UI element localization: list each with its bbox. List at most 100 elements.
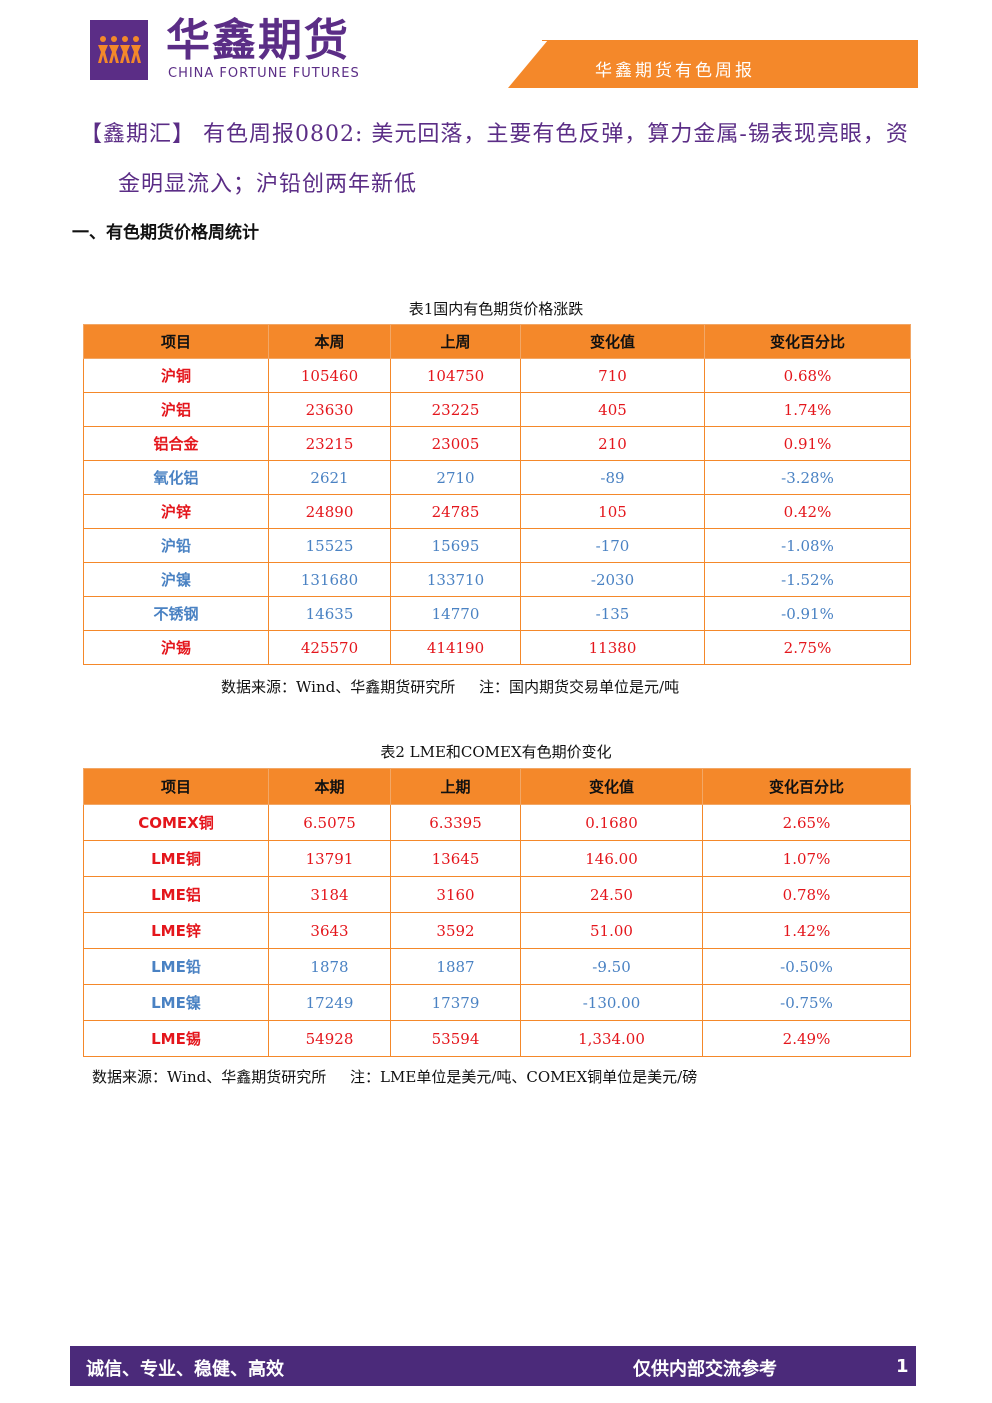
previous-value-cell: 414190 bbox=[390, 630, 521, 665]
current-value-cell: 1878 bbox=[268, 948, 391, 985]
current-value-cell: 15525 bbox=[268, 528, 391, 563]
change-percent-cell: 0.42% bbox=[704, 494, 911, 529]
previous-value-cell: 53594 bbox=[390, 1020, 521, 1057]
previous-value-cell: 104750 bbox=[390, 358, 521, 393]
table-row: 沪铜 105460 104750 710 0.68% bbox=[83, 358, 911, 393]
item-name-cell: COMEX铜 bbox=[83, 804, 269, 841]
table-header-row: 项目 本周 上周 变化值 变化百分比 bbox=[83, 324, 911, 359]
footer-disclaimer: 仅供内部交流参考 bbox=[633, 1359, 777, 1380]
current-value-cell: 131680 bbox=[268, 562, 391, 597]
change-percent-cell: -1.52% bbox=[704, 562, 911, 597]
change-value-cell: 51.00 bbox=[520, 912, 703, 949]
table-row: LME锌 3643 3592 51.00 1.42% bbox=[83, 912, 911, 949]
previous-value-cell: 24785 bbox=[390, 494, 521, 529]
previous-value-cell: 13645 bbox=[390, 840, 521, 877]
change-percent-cell: 1.74% bbox=[704, 392, 911, 427]
change-value-cell: 146.00 bbox=[520, 840, 703, 877]
section-title: 一、有色期货价格周统计 bbox=[72, 223, 259, 243]
brand-name-en: CHINA FORTUNE FUTURES bbox=[168, 66, 360, 81]
change-value-cell: -135 bbox=[520, 596, 705, 631]
table-row: 沪铝 23630 23225 405 1.74% bbox=[83, 392, 911, 427]
table1-source-note: 数据来源：Wind、华鑫期货研究所 注：国内期货交易单位是元/吨 bbox=[221, 678, 680, 696]
table-row: LME锡 54928 53594 1,334.00 2.49% bbox=[83, 1020, 911, 1057]
change-percent-cell: 1.42% bbox=[702, 912, 911, 949]
column-header: 变化值 bbox=[520, 768, 703, 805]
current-value-cell: 2621 bbox=[268, 460, 391, 495]
change-value-cell: 24.50 bbox=[520, 876, 703, 913]
change-value-cell: 11380 bbox=[520, 630, 705, 665]
previous-value-cell: 14770 bbox=[390, 596, 521, 631]
item-name-cell: 沪铜 bbox=[83, 358, 269, 393]
current-value-cell: 24890 bbox=[268, 494, 391, 529]
previous-value-cell: 17379 bbox=[390, 984, 521, 1021]
brand-logo bbox=[90, 20, 148, 80]
footer-slogan: 诚信、专业、稳健、高效 bbox=[86, 1359, 284, 1380]
previous-value-cell: 3160 bbox=[390, 876, 521, 913]
change-value-cell: 1,334.00 bbox=[520, 1020, 703, 1057]
previous-value-cell: 133710 bbox=[390, 562, 521, 597]
change-percent-cell: 2.65% bbox=[702, 804, 911, 841]
change-value-cell: -170 bbox=[520, 528, 705, 563]
current-value-cell: 23215 bbox=[268, 426, 391, 461]
table-row: 沪铅 15525 15695 -170 -1.08% bbox=[83, 528, 911, 563]
item-name-cell: 沪铅 bbox=[83, 528, 269, 563]
table-row: COMEX铜 6.5075 6.3395 0.1680 2.65% bbox=[83, 804, 911, 841]
column-header: 变化值 bbox=[520, 324, 705, 359]
page-number: 1 bbox=[896, 1356, 909, 1377]
table-header-row: 项目 本期 上期 变化值 变化百分比 bbox=[83, 768, 911, 805]
change-value-cell: 710 bbox=[520, 358, 705, 393]
table1-caption: 表1国内有色期货价格涨跌 bbox=[408, 300, 584, 318]
column-header: 上期 bbox=[390, 768, 521, 805]
table-row: 沪锌 24890 24785 105 0.42% bbox=[83, 494, 911, 529]
report-title: 华鑫期货有色周报 bbox=[595, 61, 755, 81]
current-value-cell: 14635 bbox=[268, 596, 391, 631]
previous-value-cell: 15695 bbox=[390, 528, 521, 563]
table2-caption: 表2 LME和COMEX有色期价变化 bbox=[380, 743, 612, 761]
current-value-cell: 105460 bbox=[268, 358, 391, 393]
previous-value-cell: 1887 bbox=[390, 948, 521, 985]
change-percent-cell: -0.75% bbox=[702, 984, 911, 1021]
change-value-cell: -130.00 bbox=[520, 984, 703, 1021]
headline-line-1: 【鑫期汇】 有色周报0802: 美元回落，主要有色反弹，算力金属-锡表现亮眼，资 bbox=[80, 122, 909, 147]
column-header: 本期 bbox=[268, 768, 391, 805]
headline-line-2: 金明显流入；沪铅创两年新低 bbox=[118, 172, 418, 197]
table-row: LME镍 17249 17379 -130.00 -0.75% bbox=[83, 984, 911, 1021]
column-header: 变化百分比 bbox=[704, 324, 911, 359]
current-value-cell: 13791 bbox=[268, 840, 391, 877]
item-name-cell: 沪铝 bbox=[83, 392, 269, 427]
international-price-table: 项目 本期 上期 变化值 变化百分比 COMEX铜 6.5075 6.3395 0.1680 2… bbox=[83, 768, 911, 1057]
table-row: 氧化铝 2621 2710 -89 -3.28% bbox=[83, 460, 911, 495]
column-header: 变化百分比 bbox=[702, 768, 911, 805]
current-value-cell: 17249 bbox=[268, 984, 391, 1021]
column-header: 上周 bbox=[390, 324, 521, 359]
change-value-cell: -89 bbox=[520, 460, 705, 495]
footer-bar: 诚信、专业、稳健、高效 仅供内部交流参考 1 bbox=[70, 1346, 916, 1386]
current-value-cell: 23630 bbox=[268, 392, 391, 427]
table-row: 铝合金 23215 23005 210 0.91% bbox=[83, 426, 911, 461]
table2-source-note: 数据来源：Wind、华鑫期货研究所 注：LME单位是美元/吨、COMEX铜单位是… bbox=[92, 1068, 698, 1086]
item-name-cell: LME锡 bbox=[83, 1020, 269, 1057]
item-name-cell: 沪镍 bbox=[83, 562, 269, 597]
brand-name-cn: 华鑫期货 bbox=[166, 15, 350, 66]
item-name-cell: 铝合金 bbox=[83, 426, 269, 461]
table-row: 沪锡 425570 414190 11380 2.75% bbox=[83, 630, 911, 665]
previous-value-cell: 3592 bbox=[390, 912, 521, 949]
change-percent-cell: -1.08% bbox=[704, 528, 911, 563]
domestic-price-table: 项目 本周 上周 变化值 变化百分比 沪铜 105460 104750 710 0.68% 沪铝 2… bbox=[83, 324, 911, 665]
dancing-figures-logo-icon bbox=[98, 36, 141, 63]
change-percent-cell: -0.91% bbox=[704, 596, 911, 631]
column-header: 本周 bbox=[268, 324, 391, 359]
table-row: LME铝 3184 3160 24.50 0.78% bbox=[83, 876, 911, 913]
current-value-cell: 3643 bbox=[268, 912, 391, 949]
change-percent-cell: 1.07% bbox=[702, 840, 911, 877]
change-percent-cell: 2.49% bbox=[702, 1020, 911, 1057]
previous-value-cell: 23225 bbox=[390, 392, 521, 427]
current-value-cell: 54928 bbox=[268, 1020, 391, 1057]
current-value-cell: 3184 bbox=[268, 876, 391, 913]
item-name-cell: LME锌 bbox=[83, 912, 269, 949]
table-row: 不锈钢 14635 14770 -135 -0.91% bbox=[83, 596, 911, 631]
change-percent-cell: 2.75% bbox=[704, 630, 911, 665]
previous-value-cell: 2710 bbox=[390, 460, 521, 495]
change-value-cell: 210 bbox=[520, 426, 705, 461]
current-value-cell: 425570 bbox=[268, 630, 391, 665]
